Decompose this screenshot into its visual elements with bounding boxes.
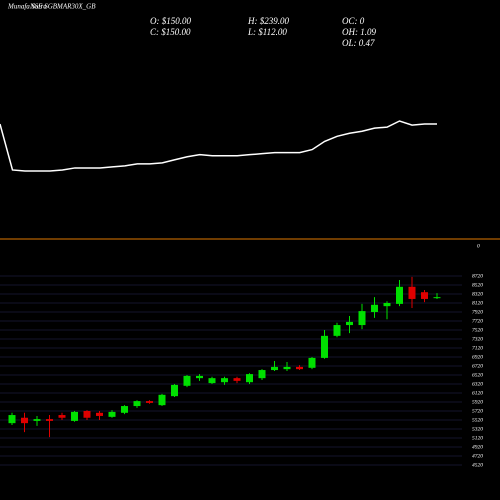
candle-body xyxy=(283,366,291,370)
y-tick-label: 6920 xyxy=(472,354,483,360)
candle-body xyxy=(433,297,441,299)
candle-body xyxy=(358,311,366,326)
price-line xyxy=(0,120,437,172)
y-tick-label: 6720 xyxy=(472,363,483,369)
stat: H: $239.00 xyxy=(247,16,289,26)
y-tick-label: 4920 xyxy=(472,443,483,450)
y-tick-label: 5520 xyxy=(472,417,483,423)
stat: OH: 1.09 xyxy=(342,27,376,37)
candle-body xyxy=(196,375,203,379)
candle-body xyxy=(258,370,266,379)
candle-body xyxy=(71,411,78,421)
candle-body xyxy=(158,394,166,406)
y-tick-label: 8520 xyxy=(472,282,483,288)
candle-body xyxy=(8,415,16,424)
y-tick-label: 6120 xyxy=(472,390,483,396)
y-tick-label: 4720 xyxy=(472,452,483,459)
y-tick-label: 5920 xyxy=(472,399,483,405)
y-tick-label: 8720 xyxy=(472,273,483,279)
candle-body xyxy=(171,384,178,397)
candle-body xyxy=(383,303,391,307)
y-tick-label: 7120 xyxy=(472,345,483,351)
candle-body xyxy=(21,417,28,424)
y-tick-label: 6520 xyxy=(472,372,483,378)
stat: OC: 0 xyxy=(342,16,365,26)
candle-body xyxy=(208,378,216,384)
candle-body xyxy=(121,406,128,413)
candle-body xyxy=(271,366,278,371)
candle-body xyxy=(346,321,353,326)
candle-body xyxy=(146,401,153,403)
candle-body xyxy=(233,378,241,381)
stat: O: $150.00 xyxy=(150,16,191,26)
y-tick-label: 7720 xyxy=(472,318,483,324)
candle-body xyxy=(133,401,141,407)
y-tick-label: 5720 xyxy=(472,408,483,414)
candle-body xyxy=(408,286,416,299)
y-tick-label: 7320 xyxy=(472,336,483,342)
candle-body xyxy=(246,374,253,383)
site-name: Munafa Sutra xyxy=(7,3,47,11)
candle-body xyxy=(46,419,53,421)
y-tick-label: 6320 xyxy=(472,381,483,387)
chart-title: NSE SGBMAR30X_GB xyxy=(29,3,96,11)
y-tick-label: 8320 xyxy=(472,291,483,297)
y-tick-label: 5320 xyxy=(472,426,483,432)
candle-body xyxy=(321,335,328,358)
stat: OL: 0.47 xyxy=(342,38,375,48)
candle-body xyxy=(108,411,116,417)
candle-body xyxy=(396,286,403,304)
candle-body xyxy=(296,366,303,370)
y-tick-label: 5120 xyxy=(472,435,483,441)
separator-label: 0 xyxy=(477,243,480,249)
candle-body xyxy=(308,357,316,368)
stat: C: $150.00 xyxy=(150,27,191,37)
stat: L: $112.00 xyxy=(247,27,287,37)
candle-body xyxy=(83,411,91,418)
candle-body xyxy=(221,378,228,383)
y-tick-label: 4520 xyxy=(472,461,483,468)
y-tick-label: 8120 xyxy=(472,300,483,306)
y-tick-label: 7920 xyxy=(472,309,483,315)
candle-body xyxy=(183,375,191,386)
candle-body xyxy=(33,419,41,421)
candle-body xyxy=(96,412,103,416)
candle-body xyxy=(58,415,66,418)
candle-body xyxy=(371,304,378,312)
candle-body xyxy=(421,292,428,299)
candle-body xyxy=(333,325,341,336)
y-tick-label: 7520 xyxy=(472,327,483,333)
